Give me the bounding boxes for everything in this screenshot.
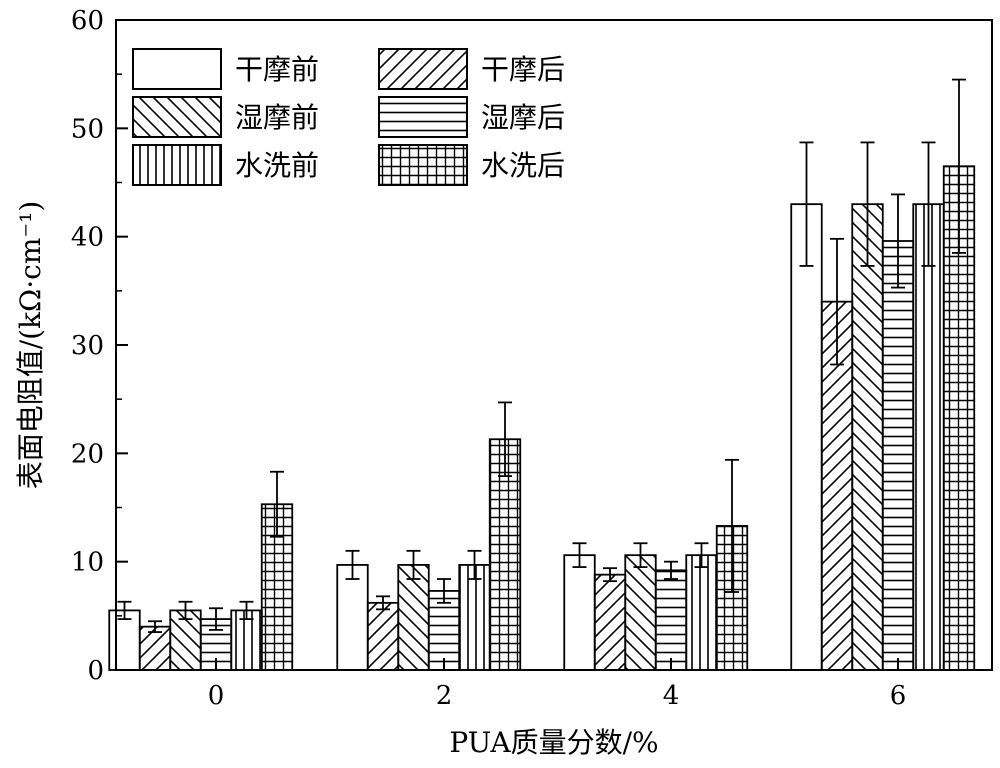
bar — [563, 554, 596, 671]
bar — [593, 573, 627, 671]
bar — [624, 554, 657, 671]
legend-swatch — [132, 48, 222, 90]
y-axis-ticks: 0 10 20 30 40 50 60 — [71, 6, 128, 686]
bar — [366, 601, 400, 671]
legend-swatch — [378, 144, 468, 186]
bar — [685, 554, 718, 671]
y-tick-label: 20 — [71, 439, 104, 469]
legend-swatch — [378, 48, 468, 90]
legend-item: 湿摩后 — [378, 96, 565, 138]
bar — [912, 203, 945, 671]
x-tick-label: 6 — [890, 681, 907, 711]
y-tick-label: 0 — [87, 656, 104, 686]
plot-area: 0 10 20 30 40 50 60 0 2 4 6 — [71, 6, 993, 711]
legend-item: 湿摩前 — [132, 96, 319, 138]
x-axis-title: PUA质量分数/% — [449, 726, 658, 759]
bar — [336, 564, 369, 671]
legend-swatch — [378, 96, 468, 138]
legend-label: 水洗前 — [235, 149, 319, 182]
bar — [654, 569, 688, 671]
legend-item: 水洗后 — [378, 144, 565, 186]
bar — [397, 564, 430, 671]
legend-label: 湿摩后 — [481, 101, 565, 134]
bar — [138, 625, 172, 671]
bar — [790, 203, 823, 671]
legend-label: 水洗后 — [481, 149, 565, 182]
y-axis-title: 表面电阻值/(kΩ·cm⁻¹) — [14, 201, 47, 490]
y-tick-label: 50 — [71, 114, 104, 144]
legend-label: 湿摩前 — [235, 101, 319, 134]
y-tick-label: 30 — [71, 331, 104, 361]
legend-label: 干摩后 — [481, 53, 565, 86]
legend-item: 水洗前 — [132, 144, 319, 186]
x-axis-ticks: 0 2 4 6 — [208, 658, 907, 711]
x-tick-label: 0 — [208, 681, 225, 711]
bar — [458, 564, 491, 671]
y-tick-label: 10 — [71, 548, 104, 578]
y-tick-label: 40 — [71, 223, 104, 253]
bar — [881, 240, 915, 671]
legend-item: 干摩前 — [132, 48, 319, 90]
y-tick-label: 60 — [71, 6, 104, 36]
legend-item: 干摩后 — [378, 48, 565, 90]
legend-label: 干摩前 — [235, 53, 319, 86]
legend-swatch — [132, 96, 222, 138]
x-tick-label: 4 — [663, 681, 680, 711]
bar — [488, 438, 522, 671]
legend-swatch — [132, 144, 222, 186]
bar — [851, 203, 884, 671]
error-bars-layer — [117, 78, 966, 633]
x-tick-label: 2 — [436, 681, 453, 711]
bars-layer — [108, 165, 976, 671]
bar — [427, 590, 461, 671]
